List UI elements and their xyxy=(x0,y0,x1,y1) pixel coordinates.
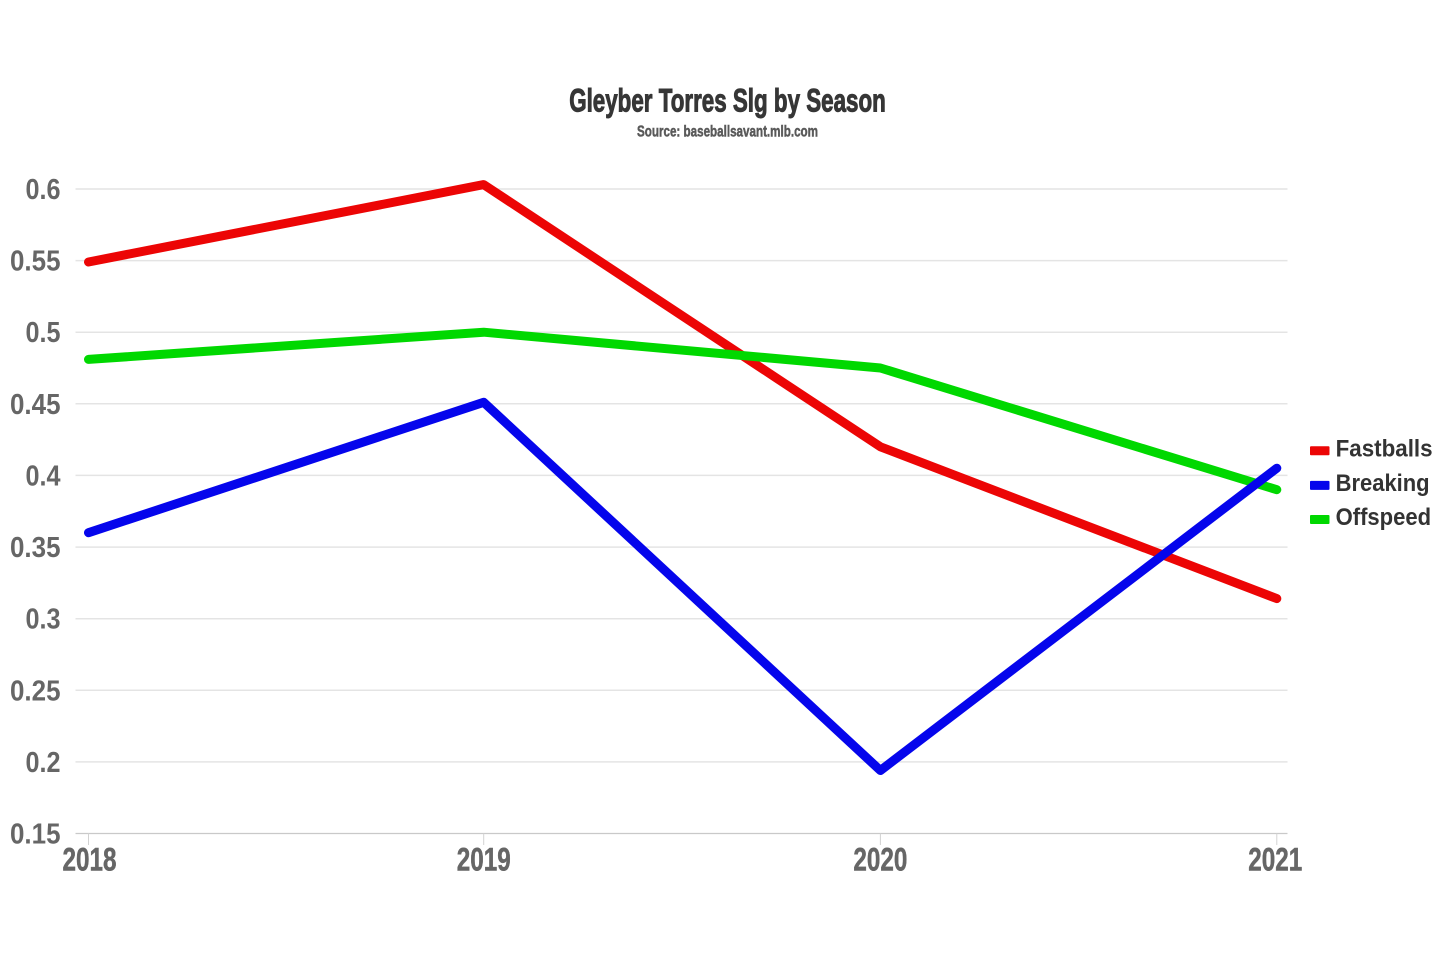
svg-text:0.2: 0.2 xyxy=(26,747,61,779)
svg-text:2019: 2019 xyxy=(457,841,511,877)
svg-text:0.5: 0.5 xyxy=(26,317,61,349)
svg-text:0.15: 0.15 xyxy=(10,819,61,851)
svg-text:0.35: 0.35 xyxy=(10,532,61,564)
svg-text:Fastballs: Fastballs xyxy=(1336,435,1433,462)
svg-text:Breaking: Breaking xyxy=(1336,470,1430,497)
svg-text:2020: 2020 xyxy=(853,841,907,877)
svg-text:Source: baseballsavant.mlb.com: Source: baseballsavant.mlb.com xyxy=(637,124,818,141)
svg-text:Gleyber Torres Slg by Season: Gleyber Torres Slg by Season xyxy=(569,83,886,119)
svg-text:0.45: 0.45 xyxy=(10,389,61,421)
svg-text:0.6: 0.6 xyxy=(26,174,61,206)
svg-text:0.3: 0.3 xyxy=(26,604,61,636)
svg-text:2018: 2018 xyxy=(63,841,117,877)
svg-text:0.4: 0.4 xyxy=(26,460,61,492)
svg-text:Offspeed: Offspeed xyxy=(1336,504,1432,531)
svg-text:2021: 2021 xyxy=(1248,841,1302,877)
svg-text:0.55: 0.55 xyxy=(10,246,61,278)
svg-text:0.25: 0.25 xyxy=(10,675,61,707)
